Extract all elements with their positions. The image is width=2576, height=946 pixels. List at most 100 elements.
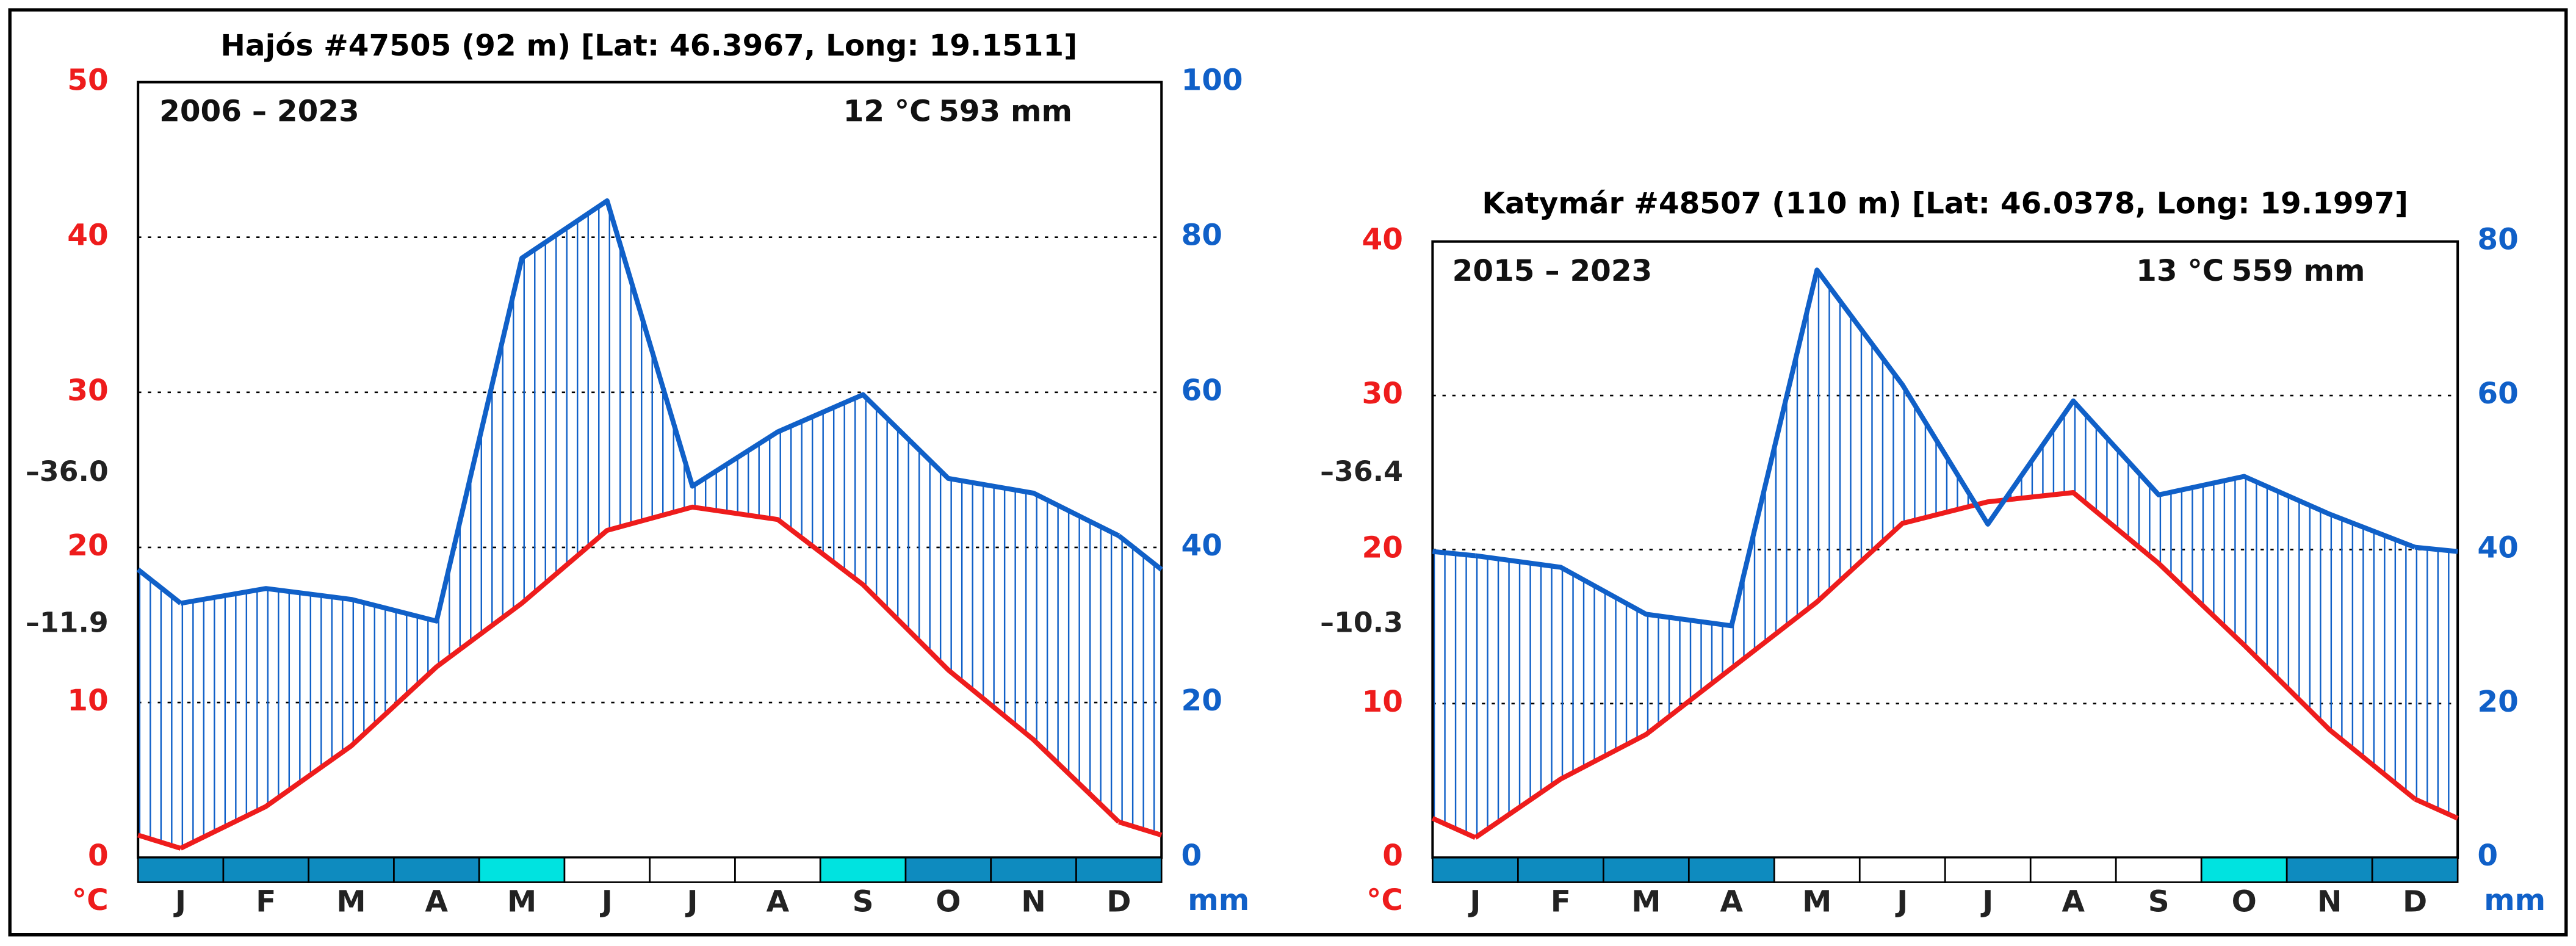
frost-cell [2286, 856, 2373, 883]
extreme-min-label: –36.4 [1320, 455, 1403, 488]
frost-cell [990, 856, 1077, 883]
y-unit: °C [1366, 883, 1403, 917]
x-tick-label: J [600, 885, 613, 919]
y2-tick-label: 40 [2477, 530, 2518, 565]
frost-cell [393, 856, 480, 883]
frost-cell [819, 856, 907, 883]
frost-cell [2115, 856, 2203, 883]
y-tick-label: 0 [1382, 839, 1403, 873]
y-tick-label: 10 [67, 684, 108, 718]
x-tick-label: A [425, 885, 449, 919]
y-tick-label: 0 [88, 839, 109, 873]
period: 2006 – 2023 [159, 95, 359, 129]
x-tick-label: F [1551, 885, 1571, 919]
y-tick-label: 40 [67, 218, 108, 253]
y-tick-label: 50 [67, 63, 108, 98]
x-tick-label: O [2232, 885, 2257, 919]
curve-end [1432, 549, 1476, 558]
frost-cell [1773, 856, 1861, 883]
y2-tick-label: 60 [2477, 377, 2518, 411]
frost-cell [1858, 856, 1946, 883]
precipitation-line [1474, 267, 2416, 629]
y-tick-label: 10 [1362, 685, 1403, 719]
frost-cell [1687, 856, 1775, 883]
outer-frame [8, 8, 2568, 937]
annual-precip: 559 mm [2232, 254, 2365, 288]
frost-cell [1432, 856, 1519, 883]
y-unit: °C [72, 883, 109, 917]
x-tick-label: M [1631, 885, 1661, 919]
period: 2015 – 2023 [1452, 254, 1653, 288]
x-tick-label: M [507, 885, 536, 919]
y2-unit: mm [1188, 883, 1249, 917]
x-tick-label: M [1802, 885, 1831, 919]
frost-cell [649, 856, 736, 883]
mean-min-label: –11.9 [26, 606, 109, 638]
curve-end [137, 832, 182, 851]
x-tick-label: S [853, 885, 874, 919]
temperature-line [179, 504, 1121, 851]
frost-cell [2200, 856, 2288, 883]
mean-temp: 12 °C [843, 95, 931, 129]
frost-cell [2371, 856, 2459, 883]
chart-title: Hajós #47505 (92 m) [Lat: 46.3967, Long:… [220, 29, 1077, 63]
y2-tick-label: 40 [1182, 529, 1222, 563]
y2-tick-label: 80 [2477, 223, 2518, 257]
x-tick-label: O [936, 885, 961, 919]
y-tick-label: 30 [67, 374, 108, 408]
y-tick-label: 40 [1362, 223, 1403, 257]
mean-temp: 13 °C [2136, 254, 2224, 288]
chart-title: Katymár #48507 (110 m) [Lat: 46.0378, Lo… [1482, 186, 2408, 220]
frost-cell [1517, 856, 1604, 883]
x-tick-label: A [1720, 885, 1744, 919]
frost-cell [563, 856, 651, 883]
x-tick-label: J [685, 885, 698, 919]
curve-end [136, 567, 182, 605]
y2-tick-label: 0 [2477, 839, 2498, 873]
precipitation-line [180, 198, 1120, 624]
y-tick-label: 30 [1362, 377, 1403, 411]
frost-cell [1075, 856, 1163, 883]
x-tick-label: J [1895, 885, 1908, 919]
curve-end [1117, 533, 1163, 572]
frost-cell [904, 856, 992, 883]
y-tick-label: 20 [67, 529, 108, 563]
y2-tick-label: 80 [1182, 218, 1222, 253]
curve-end [1118, 819, 1163, 838]
x-tick-label: D [1106, 885, 1131, 919]
temperature-line [1474, 490, 2417, 840]
frost-cell [734, 856, 821, 883]
x-tick-label: A [2062, 885, 2085, 919]
frost-cell [1603, 856, 1690, 883]
y2-unit: mm [2484, 883, 2545, 917]
curve-end [2414, 544, 2458, 554]
frost-cell [2029, 856, 2117, 883]
x-tick-label: N [2317, 885, 2342, 919]
frost-cell [137, 856, 225, 883]
y-tick-label: 20 [1362, 530, 1403, 565]
mean-min-label: –10.3 [1320, 606, 1403, 638]
x-tick-label: J [1980, 885, 1993, 919]
x-tick-label: J [173, 885, 186, 919]
frost-cell [1944, 856, 2032, 883]
curve-end [2414, 796, 2459, 821]
x-tick-label: N [1021, 885, 1046, 919]
annual-precip: 593 mm [939, 95, 1072, 129]
x-tick-label: S [2148, 885, 2170, 919]
y2-tick-label: 0 [1182, 839, 1202, 873]
frost-cell [478, 856, 566, 883]
y2-tick-label: 100 [1182, 63, 1243, 98]
y2-tick-label: 20 [1182, 684, 1222, 718]
x-tick-label: F [256, 885, 276, 919]
x-tick-label: J [1468, 885, 1481, 919]
curve-end [1431, 816, 1477, 840]
frost-cell [222, 856, 310, 883]
x-tick-label: A [767, 885, 790, 919]
frost-cell [308, 856, 395, 883]
x-tick-label: D [2403, 885, 2427, 919]
x-tick-label: M [336, 885, 366, 919]
y2-tick-label: 20 [2477, 685, 2518, 719]
y2-tick-label: 60 [1182, 374, 1222, 408]
